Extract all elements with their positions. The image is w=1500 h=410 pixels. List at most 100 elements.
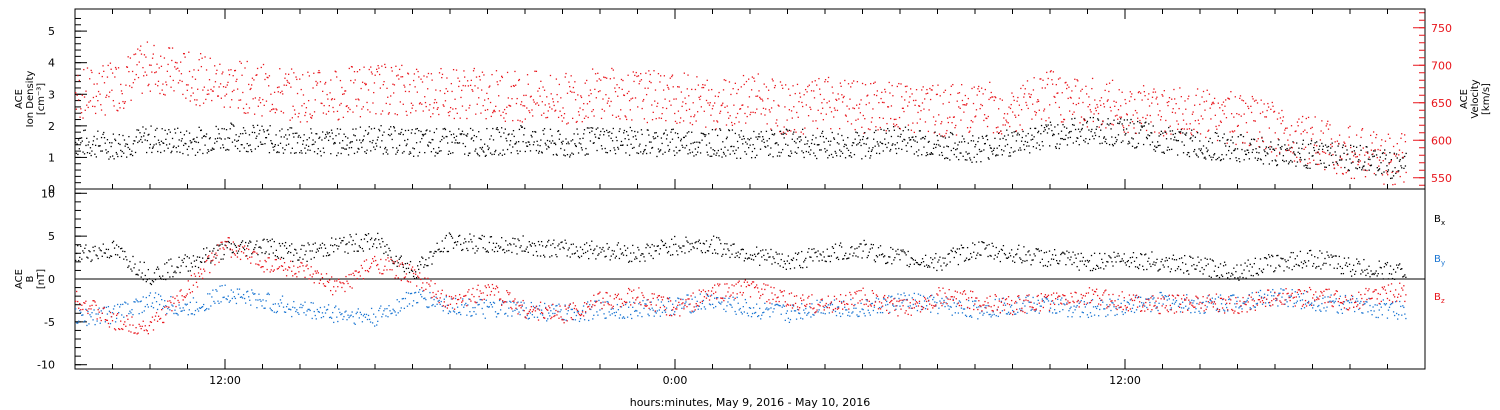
velocity-point (885, 130, 887, 132)
density-point (986, 134, 988, 137)
b-bx-point (918, 264, 921, 266)
velocity-point (1091, 77, 1094, 80)
b-bx-point (1042, 265, 1045, 267)
density-point (146, 151, 148, 154)
velocity-point (820, 112, 822, 115)
b-bx-point (578, 256, 581, 259)
velocity-point (1014, 114, 1016, 116)
density-point (435, 151, 437, 154)
b-bx-point (1269, 256, 1271, 258)
velocity-point (260, 66, 262, 69)
density-point (1299, 152, 1301, 155)
velocity-point (671, 75, 673, 78)
density-point (868, 147, 870, 149)
velocity-point (1026, 80, 1029, 82)
velocity-point (684, 97, 686, 99)
velocity-point (591, 110, 593, 113)
b-bx-point (1189, 255, 1191, 257)
density-point (654, 137, 657, 139)
velocity-point (1051, 79, 1053, 81)
density-point (577, 133, 579, 135)
b-bx-point (380, 246, 382, 248)
density-point (147, 134, 149, 136)
density-point (705, 134, 707, 136)
b-bx-point (702, 242, 705, 245)
density-point (282, 152, 285, 154)
velocity-point (1398, 149, 1401, 151)
density-point (183, 134, 186, 136)
velocity-point (680, 91, 683, 93)
density-point (449, 130, 451, 133)
b-bx-point (1151, 251, 1153, 253)
density-point (1050, 124, 1052, 126)
density-point (1186, 154, 1188, 156)
density-point (796, 152, 798, 154)
b-bx-point (453, 241, 456, 244)
density-point (1387, 169, 1390, 171)
velocity-point (640, 73, 642, 75)
density-point (245, 150, 248, 153)
density-point (1138, 132, 1140, 134)
velocity-point (1139, 119, 1141, 122)
b-bx-point (1243, 269, 1245, 271)
b-bx-point (151, 279, 154, 282)
density-point (512, 146, 514, 148)
density-point (1081, 127, 1083, 130)
density-point (359, 139, 361, 141)
density-point (899, 136, 901, 138)
density-point (376, 139, 379, 141)
density-point (99, 145, 101, 147)
velocity-point (952, 83, 954, 86)
density-point (1228, 149, 1230, 152)
velocity-point (97, 90, 100, 93)
b-bx-point (439, 251, 441, 253)
velocity-point (1344, 145, 1347, 147)
density-point (229, 128, 231, 130)
velocity-point (312, 87, 314, 89)
velocity-point (98, 72, 100, 75)
b-bx-point (1080, 252, 1082, 255)
velocity-point (219, 83, 222, 85)
b-bx-point (781, 253, 783, 255)
density-point (534, 130, 536, 133)
b-bx-point (818, 260, 820, 262)
velocity-point (251, 84, 253, 86)
b-bx-point (1336, 267, 1338, 270)
density-point (1392, 170, 1394, 172)
b-bx-point (902, 249, 904, 251)
b-bx-point (159, 277, 162, 279)
velocity-point (865, 103, 867, 106)
velocity-point (1084, 119, 1086, 121)
velocity-point (1355, 134, 1358, 136)
velocity-point (121, 93, 123, 95)
density-point (1242, 135, 1245, 138)
velocity-point (946, 117, 949, 119)
velocity-point (417, 70, 419, 73)
density-point (1105, 138, 1107, 140)
density-point (267, 129, 269, 131)
b-bx-point (1162, 264, 1164, 266)
velocity-point (594, 88, 596, 91)
density-point (676, 152, 678, 154)
velocity-point (158, 67, 160, 69)
velocity-point (332, 106, 334, 109)
density-point (1229, 157, 1231, 160)
b-bx-point (362, 250, 365, 252)
density-point (651, 147, 653, 149)
b-bx-point (997, 252, 999, 255)
density-point (1319, 159, 1322, 162)
velocity-point (205, 98, 207, 101)
density-point (526, 145, 528, 147)
density-point (415, 128, 417, 130)
velocity-point (1387, 174, 1389, 176)
velocity-point (1354, 152, 1356, 154)
velocity-point (1121, 91, 1123, 93)
b-bx-point (1328, 256, 1330, 258)
density-point (1164, 131, 1166, 133)
velocity-point (280, 110, 282, 113)
b-bx-point (437, 249, 439, 251)
b-bx-point (1083, 263, 1085, 266)
density-point (378, 128, 380, 131)
velocity-point (1016, 100, 1018, 102)
velocity-point (606, 102, 609, 104)
